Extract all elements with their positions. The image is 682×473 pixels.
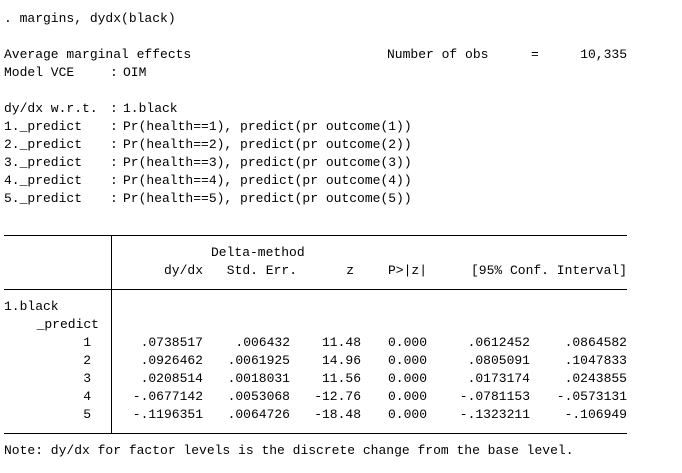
cell: .0926462 bbox=[140, 353, 203, 368]
wrt-sep: : bbox=[110, 101, 118, 116]
cell: -18.48 bbox=[314, 407, 361, 422]
header-top: Delta-method bbox=[211, 245, 305, 260]
cell: .0738517 bbox=[140, 335, 203, 350]
row-label: 3 bbox=[83, 371, 91, 386]
cell: .0064726 bbox=[227, 407, 290, 422]
cell: -12.76 bbox=[314, 389, 361, 404]
predict-value: Pr(health==5), predict(pr outcome(5)) bbox=[123, 191, 412, 206]
predict-label: 4._predict bbox=[4, 173, 83, 188]
wrt-value: 1.black bbox=[123, 101, 178, 116]
obs-equals: = bbox=[531, 47, 539, 62]
row-label: 1 bbox=[83, 335, 91, 350]
predict-value: Pr(health==1), predict(pr outcome(1)) bbox=[123, 119, 412, 134]
cell: .0612452 bbox=[467, 335, 530, 350]
vce-value: OIM bbox=[123, 65, 147, 80]
cell: .0805091 bbox=[467, 353, 530, 368]
cell: .0208514 bbox=[140, 371, 203, 386]
table-divider bbox=[111, 235, 112, 434]
col-header: z bbox=[346, 263, 354, 278]
col-header: P>|z| bbox=[388, 263, 428, 278]
row-label: 4 bbox=[83, 389, 91, 404]
cell: 11.48 bbox=[321, 335, 361, 350]
command: . margins, dydx(black) bbox=[4, 11, 176, 26]
group-label: 1.black bbox=[4, 299, 59, 314]
wrt-label: dy/dx w.r.t. bbox=[4, 101, 98, 116]
cell: -.0781153 bbox=[459, 389, 530, 404]
predict-value: Pr(health==2), predict(pr outcome(2)) bbox=[123, 137, 412, 152]
predict-value: Pr(health==3), predict(pr outcome(3)) bbox=[123, 155, 412, 170]
predict-sep: : bbox=[110, 155, 118, 170]
cell: -.1196351 bbox=[132, 407, 203, 422]
row-label: 2 bbox=[83, 353, 91, 368]
predict-sep: : bbox=[110, 173, 118, 188]
table-bottom-rule bbox=[4, 433, 627, 434]
cell: .1047833 bbox=[564, 353, 627, 368]
predict-label: 5._predict bbox=[4, 191, 83, 206]
col-header: dy/dx bbox=[163, 263, 203, 278]
vce-sep: : bbox=[110, 65, 118, 80]
predict-label: 1._predict bbox=[4, 119, 83, 134]
cell: 0.000 bbox=[388, 371, 428, 386]
predict-label: 3._predict bbox=[4, 155, 83, 170]
cell: -.0677142 bbox=[132, 389, 203, 404]
row-label: 5 bbox=[83, 407, 91, 422]
predict-label: 2._predict bbox=[4, 137, 83, 152]
cell: .0243855 bbox=[564, 371, 627, 386]
col-header: [95% Conf. Interval] bbox=[470, 263, 627, 278]
cell: 0.000 bbox=[388, 389, 428, 404]
cell: 0.000 bbox=[388, 353, 428, 368]
predict-sep: : bbox=[110, 137, 118, 152]
predict-sep: : bbox=[110, 119, 118, 134]
title: Average marginal effects bbox=[4, 47, 192, 62]
vce-label: Model VCE bbox=[4, 65, 75, 80]
cell: 0.000 bbox=[388, 335, 428, 350]
cell: .0864582 bbox=[564, 335, 627, 350]
subgroup-label: _predict bbox=[36, 317, 99, 332]
cell: -.106949 bbox=[564, 407, 627, 422]
obs-label: Number of obs bbox=[387, 47, 489, 62]
note: Note: dy/dx for factor levels is the dis… bbox=[4, 443, 574, 458]
cell: 14.96 bbox=[321, 353, 361, 368]
col-header: Std. Err. bbox=[226, 263, 297, 278]
cell: 0.000 bbox=[388, 407, 428, 422]
cell: -.0573131 bbox=[556, 389, 627, 404]
predict-sep: : bbox=[110, 191, 118, 206]
cell: .006432 bbox=[235, 335, 290, 350]
cell: .0053068 bbox=[227, 389, 290, 404]
table-top-rule bbox=[4, 235, 627, 236]
cell: .0173174 bbox=[467, 371, 530, 386]
cell: .0061925 bbox=[227, 353, 290, 368]
obs-value: 10,335 bbox=[580, 47, 627, 62]
cell: 11.56 bbox=[321, 371, 361, 386]
predict-value: Pr(health==4), predict(pr outcome(4)) bbox=[123, 173, 412, 188]
table-header-rule bbox=[4, 289, 627, 290]
cell: .0018031 bbox=[227, 371, 290, 386]
cell: -.1323211 bbox=[459, 407, 530, 422]
